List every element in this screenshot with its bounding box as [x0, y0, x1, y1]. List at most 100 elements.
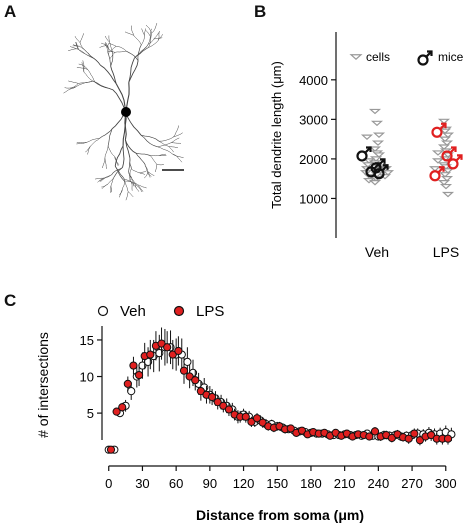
data-point-lps	[443, 434, 453, 443]
dendrite-branch	[88, 55, 101, 66]
dendrite-branch	[134, 47, 149, 59]
dendrite-branch	[153, 32, 160, 40]
legend-mice-label: mice	[438, 50, 464, 64]
dendrite-branch	[173, 132, 183, 138]
cell-point-veh	[371, 140, 385, 146]
data-point-lps	[129, 361, 138, 370]
dendrite-branch	[109, 52, 116, 59]
dendrite-branch	[104, 42, 109, 48]
mouse-point-veh	[356, 146, 372, 162]
neuron-tracing	[63, 23, 184, 201]
dendrite-branch	[81, 62, 85, 73]
data-point-lps	[213, 398, 222, 407]
dendrite-branch	[119, 189, 123, 196]
dendrite-branch	[158, 140, 170, 147]
cell-point-lps	[437, 180, 451, 186]
cell-point-veh	[368, 146, 382, 152]
dendrite-branch	[76, 142, 87, 145]
dendrite-branch	[85, 146, 91, 153]
dendrite-branch	[101, 158, 106, 169]
dendrite-branch	[113, 167, 123, 178]
dendrite-branch	[126, 50, 139, 61]
dendrite-branch	[173, 125, 179, 138]
dendrite-branch	[157, 142, 172, 148]
dendrite-branch	[110, 186, 112, 193]
dendrite-branch	[135, 184, 140, 192]
dendrite-branch	[115, 83, 127, 113]
data-point-lps	[427, 430, 436, 440]
dendrite-branch	[94, 177, 103, 180]
cell-point-lps	[438, 128, 452, 135]
dendrite-branch	[131, 182, 137, 189]
cell-point-veh	[361, 162, 375, 168]
dendrite-branch	[116, 46, 127, 52]
data-point-lps	[146, 350, 155, 359]
dendrite-branch	[141, 134, 160, 142]
cell-point-lps	[439, 183, 453, 190]
dendrite-branch	[134, 46, 147, 59]
panel-c-y-tick-label: 5	[87, 406, 94, 421]
dendrite-branch	[108, 42, 117, 47]
data-point-lps	[297, 426, 307, 435]
panel-c-letter: C	[4, 291, 17, 310]
cell-point-lps	[437, 118, 451, 125]
dendrite-branch	[125, 191, 129, 201]
panel-b-x-category-label: LPS	[433, 244, 459, 260]
cell-point-veh	[372, 132, 386, 139]
dendrite-branch	[140, 134, 158, 148]
dendrite-branch	[92, 80, 114, 91]
dendrite-branch	[137, 184, 144, 192]
panel-c-x-tick-label: 180	[300, 476, 322, 491]
data-point-lps	[252, 414, 262, 423]
mouse-symbol-arrowhead	[457, 154, 463, 160]
dendrite-branch	[159, 154, 167, 156]
dendrite-branch	[110, 66, 117, 85]
dendrite-branch	[108, 35, 110, 43]
panel-b-y-tick-label: 1000	[299, 191, 328, 206]
dendrite-branch	[148, 40, 159, 48]
dendrite-branch	[159, 153, 166, 156]
dendrite-branch	[124, 139, 131, 158]
dendrite-branch	[63, 86, 76, 94]
dendrite-branch	[68, 48, 79, 51]
dendrite-branch	[128, 57, 135, 83]
data-point-lps	[365, 432, 374, 441]
dendrite-branch	[172, 153, 184, 159]
dendrite-branch	[145, 30, 151, 37]
dendrite-branch	[153, 37, 163, 40]
dendrite-branch	[87, 146, 91, 155]
dendrite-branch	[128, 60, 139, 83]
data-point-lps	[286, 424, 295, 433]
dendrite-branch	[78, 63, 89, 70]
cell-point-veh	[381, 170, 395, 176]
dendrite-branch	[148, 171, 155, 176]
legend-lps-label: LPS	[196, 303, 224, 320]
dendrite-branch	[68, 80, 79, 84]
dendrite-branch	[171, 137, 180, 143]
panel-b-letter: B	[254, 2, 267, 21]
dendrite-branch	[110, 177, 115, 187]
dendrite-branch	[76, 67, 89, 71]
dendrite-branch	[90, 138, 100, 147]
data-point-lps	[179, 366, 189, 375]
cell-point-lps	[428, 166, 442, 172]
legend-cells-label: cells	[366, 50, 390, 64]
panel-c-y-tick-label: 15	[80, 333, 94, 348]
dendrite-branch	[150, 155, 160, 157]
dendrite-branch	[108, 54, 112, 67]
panel-c-x-tick-label: 300	[435, 476, 457, 491]
dendrite-branch	[128, 191, 134, 197]
mouse-point-lps	[447, 154, 463, 170]
dendrite-branch	[87, 69, 96, 83]
data-point-lps	[370, 427, 380, 436]
panel-c-x-tick-label: 120	[233, 476, 255, 491]
dendrite-branch	[124, 178, 136, 185]
dendrite-branch	[144, 28, 146, 36]
mouse-point-veh	[370, 158, 386, 174]
data-point-lps	[185, 372, 194, 381]
dendrite-branch	[99, 178, 105, 182]
cell-point-lps	[438, 136, 452, 142]
dendrite-branch	[128, 171, 132, 183]
dendrite-branch	[149, 155, 157, 165]
